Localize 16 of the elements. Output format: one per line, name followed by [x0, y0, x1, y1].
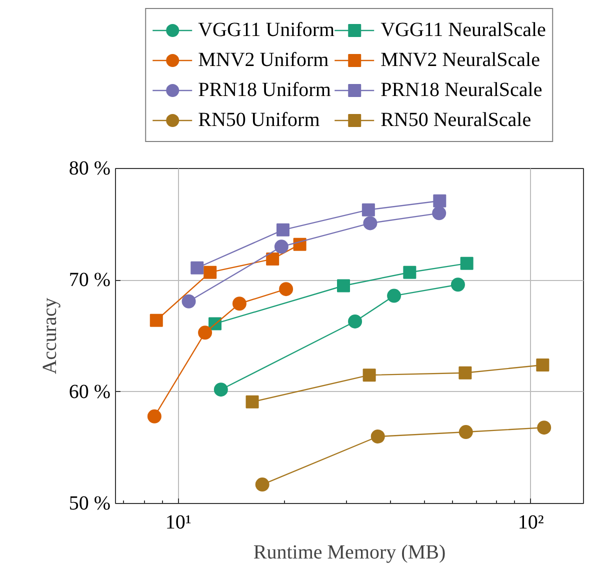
legend-label: MNV2 Uniform	[198, 48, 329, 72]
legend-label: VGG11 NeuralScale	[380, 18, 546, 42]
x-tick-label: 10²	[518, 512, 544, 534]
legend-label: PRN18 NeuralScale	[380, 78, 542, 102]
x-axis-title: Runtime Memory (MB)	[253, 542, 446, 564]
legend-label: MNV2 NeuralScale	[380, 48, 540, 72]
legend-label: VGG11 Uniform	[198, 18, 335, 42]
y-tick-label: 70 %	[68, 269, 111, 292]
legend-label: RN50 Uniform	[198, 108, 320, 132]
legend-label: PRN18 Uniform	[198, 78, 331, 102]
y-tick-label: 60 %	[68, 380, 111, 403]
y-axis-title: Accuracy	[38, 298, 61, 374]
y-tick-label: 50 %	[68, 492, 111, 514]
x-tick-label: 10¹	[165, 512, 192, 534]
y-tick-label: 80 %	[68, 158, 111, 180]
legend-label: RN50 NeuralScale	[380, 108, 532, 132]
